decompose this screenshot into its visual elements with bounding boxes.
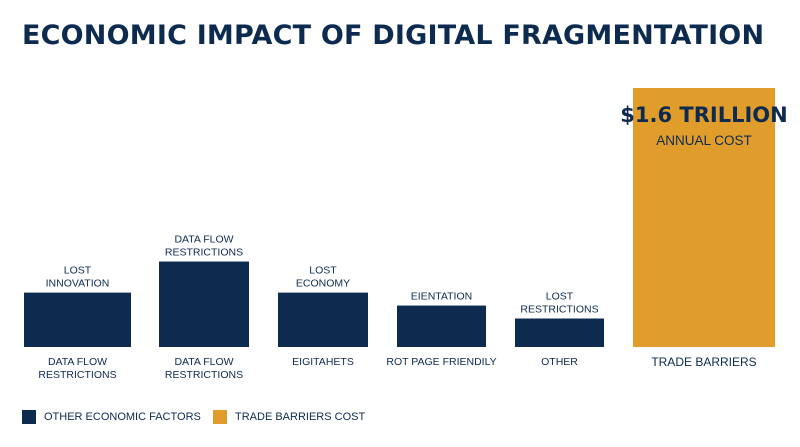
highlight-value-label: $1.6 TRILLION <box>620 103 787 127</box>
bar-3 <box>278 292 368 347</box>
category-label-1: RESTRICTIONS <box>38 369 116 381</box>
category-label-2: RESTRICTIONS <box>165 369 243 381</box>
bar-4 <box>397 305 486 347</box>
bar-label-2: RESTRICTIONS <box>165 247 243 259</box>
legend-swatch-navy <box>22 410 36 424</box>
bar-label-3: ECONOMY <box>296 278 350 290</box>
legend-item-trade-barriers: TRADE BARRIERS COST <box>213 410 365 424</box>
legend-item-other-factors: OTHER ECONOMIC FACTORS <box>22 410 201 424</box>
category-label-6: TRADE BARRIERS <box>651 355 756 369</box>
category-label-1: DATA FLOW <box>48 356 107 368</box>
bar-label-1: LOST <box>64 265 92 277</box>
bar-label-5: RESTRICTIONS <box>520 304 598 316</box>
category-label-4: ROT PAGE FRIENDILY <box>386 356 496 368</box>
legend-label-trade-barriers: TRADE BARRIERS COST <box>235 411 366 423</box>
bar-2 <box>159 261 249 347</box>
legend-label-other-factors: OTHER ECONOMIC FACTORS <box>44 411 201 423</box>
category-label-3: EIGITAHETS <box>292 356 354 368</box>
bar-5 <box>515 318 604 347</box>
category-label-2: DATA FLOW <box>174 356 233 368</box>
bar-label-4: EIENTATION <box>411 291 472 303</box>
highlight-sub-label: ANNUAL COST <box>656 133 752 148</box>
bar-6 <box>633 88 775 347</box>
chart-title: ECONOMIC IMPACT OF DIGITAL FRAGMENTATION <box>22 20 765 51</box>
bar-1 <box>24 292 131 347</box>
bar-label-1: INNOVATION <box>46 278 110 290</box>
bar-label-2: DATA FLOW <box>174 234 233 246</box>
bar-label-5: LOST <box>546 291 574 303</box>
legend-swatch-gold <box>213 410 227 424</box>
category-label-5: OTHER <box>541 356 578 368</box>
bar-label-3: LOST <box>309 265 337 277</box>
